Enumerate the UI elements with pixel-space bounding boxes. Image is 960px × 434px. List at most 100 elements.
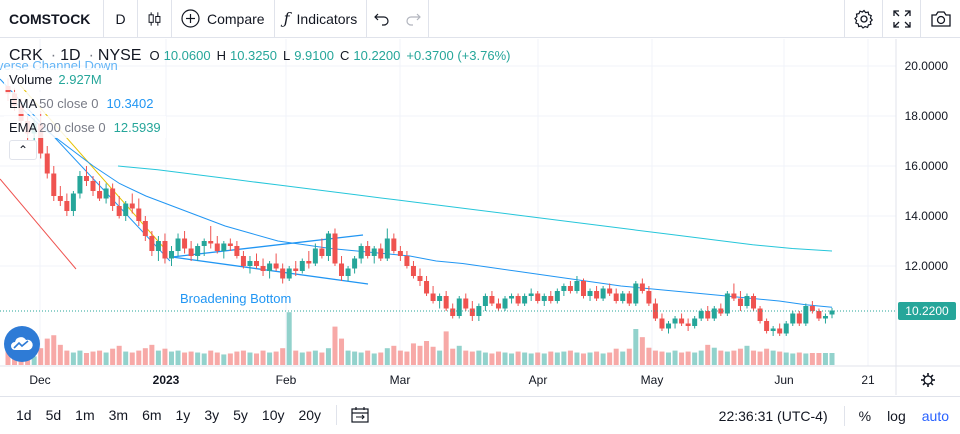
go-to-date-button[interactable]: [345, 397, 376, 434]
candle-body: [267, 263, 273, 271]
chart-type-button[interactable]: [138, 0, 172, 38]
candle-body: [489, 296, 495, 304]
candle-body: [672, 318, 678, 324]
candle-body: [260, 266, 266, 271]
indicator-volume[interactable]: Volume 2.927M: [4, 68, 107, 90]
candle-body: [129, 203, 135, 209]
candle-body: [214, 243, 220, 251]
candle-body: [286, 268, 292, 279]
range-20y-button[interactable]: 20y: [298, 407, 322, 423]
undo-button[interactable]: [367, 0, 397, 38]
divider: [336, 405, 338, 425]
redo-button[interactable]: [397, 0, 430, 38]
candle-body: [567, 286, 573, 291]
candle-body: [580, 281, 586, 296]
indicators-button[interactable]: ƒ Indicators: [275, 0, 368, 38]
snapshot-button[interactable]: [920, 0, 960, 38]
volume-bar: [188, 351, 194, 365]
range-6m-button[interactable]: 6m: [142, 407, 162, 423]
legend-ticker[interactable]: CRK: [9, 47, 43, 64]
range-1y-button[interactable]: 1y: [175, 407, 191, 423]
candle-body: [365, 246, 371, 256]
volume-bar: [136, 350, 142, 365]
log-scale-button[interactable]: log: [887, 407, 906, 424]
candle-body: [64, 201, 70, 211]
volume-bar: [397, 350, 403, 365]
y-tick-label: 16.0000: [905, 159, 949, 173]
candle-body: [57, 196, 63, 201]
candle-body: [254, 261, 260, 266]
candle-body: [195, 246, 201, 256]
axis-settings-icon: [921, 373, 935, 387]
candle-body: [325, 233, 331, 256]
volume-bar: [175, 350, 181, 365]
candle-body: [123, 203, 129, 216]
volume-bar: [306, 351, 312, 365]
tradingview-logo-button[interactable]: [4, 326, 40, 362]
range-10y-button[interactable]: 10y: [261, 407, 285, 423]
cloud-chart-icon: [11, 337, 33, 350]
volume-bar: [38, 348, 44, 365]
range-1m-button[interactable]: 1m: [75, 407, 95, 423]
range-1d-button[interactable]: 1d: [16, 407, 32, 423]
candle-body: [541, 296, 547, 301]
collapse-legend-button[interactable]: ⌃: [9, 140, 37, 160]
candle-body: [201, 241, 207, 246]
auto-scale-button[interactable]: auto: [921, 407, 949, 424]
volume-bar: [495, 351, 501, 365]
range-3y-button[interactable]: 3y: [204, 407, 220, 423]
candle-body: [345, 268, 351, 276]
range-5d-button[interactable]: 5d: [45, 407, 62, 423]
candle-body: [456, 298, 462, 316]
candle-body: [110, 188, 116, 206]
candle-body: [633, 283, 639, 304]
settings-button[interactable]: [844, 0, 882, 38]
x-tick-label: 2023: [153, 373, 180, 387]
indicator-params: 200 close 0: [39, 119, 106, 135]
volume-bar: [358, 352, 364, 365]
candle-body: [561, 286, 567, 291]
axis-settings-icon-ring: [923, 375, 933, 385]
candle-body: [692, 318, 698, 326]
volume-bar: [123, 351, 129, 365]
range-5y-button[interactable]: 5y: [233, 407, 248, 423]
volume-bar: [149, 344, 155, 365]
candle-body: [515, 296, 521, 304]
candle-body: [705, 311, 711, 319]
fullscreen-button[interactable]: [882, 0, 920, 38]
x-tick-label: Jun: [774, 373, 793, 387]
volume-bar: [829, 353, 835, 365]
indicator-value: 10.3402: [106, 95, 154, 111]
volume-bar: [541, 353, 547, 365]
volume-bar: [254, 353, 260, 365]
indicator-value: 2.927M: [58, 71, 102, 87]
volume-bar: [522, 352, 528, 365]
timezone-clock[interactable]: 22:36:31 (UTC-4): [718, 407, 828, 424]
price-chart[interactable]: Broadening Bottom verse Channel Down 20.…: [0, 39, 960, 395]
percent-scale-button[interactable]: %: [858, 407, 872, 424]
volume-bar: [378, 352, 384, 365]
volume-bar: [286, 312, 292, 365]
candle-body: [391, 238, 397, 251]
volume-bar: [391, 345, 397, 365]
candle-body: [587, 291, 593, 296]
volume-bar: [502, 352, 508, 365]
range-3m-button[interactable]: 3m: [108, 407, 129, 423]
candle-body: [613, 293, 619, 301]
candle-body: [306, 261, 312, 264]
chart-pane[interactable]: Broadening Bottom verse Channel Down 20.…: [0, 39, 960, 395]
candle-body: [809, 306, 815, 311]
high-label: H: [216, 48, 226, 63]
indicator-ema-200[interactable]: EMA 200 close 0 12.5939: [4, 116, 166, 138]
volume-bar: [437, 350, 443, 365]
compare-button[interactable]: Compare: [172, 0, 275, 38]
y-tick-label: 12.0000: [905, 259, 949, 273]
volume-bar: [489, 353, 495, 365]
indicator-ema-50[interactable]: EMA 50 close 0 10.3402: [4, 92, 159, 114]
volume-bar: [234, 351, 240, 365]
symbol-search-button[interactable]: COMSTOCK: [0, 0, 104, 38]
candle-body: [378, 248, 384, 259]
interval-button[interactable]: D: [104, 0, 138, 38]
volume-bar: [345, 350, 351, 365]
candle-body: [652, 303, 658, 319]
